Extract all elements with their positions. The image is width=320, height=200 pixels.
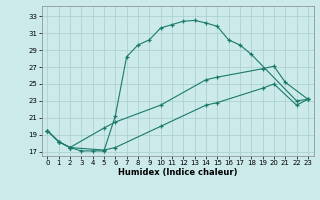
X-axis label: Humidex (Indice chaleur): Humidex (Indice chaleur) [118, 168, 237, 177]
